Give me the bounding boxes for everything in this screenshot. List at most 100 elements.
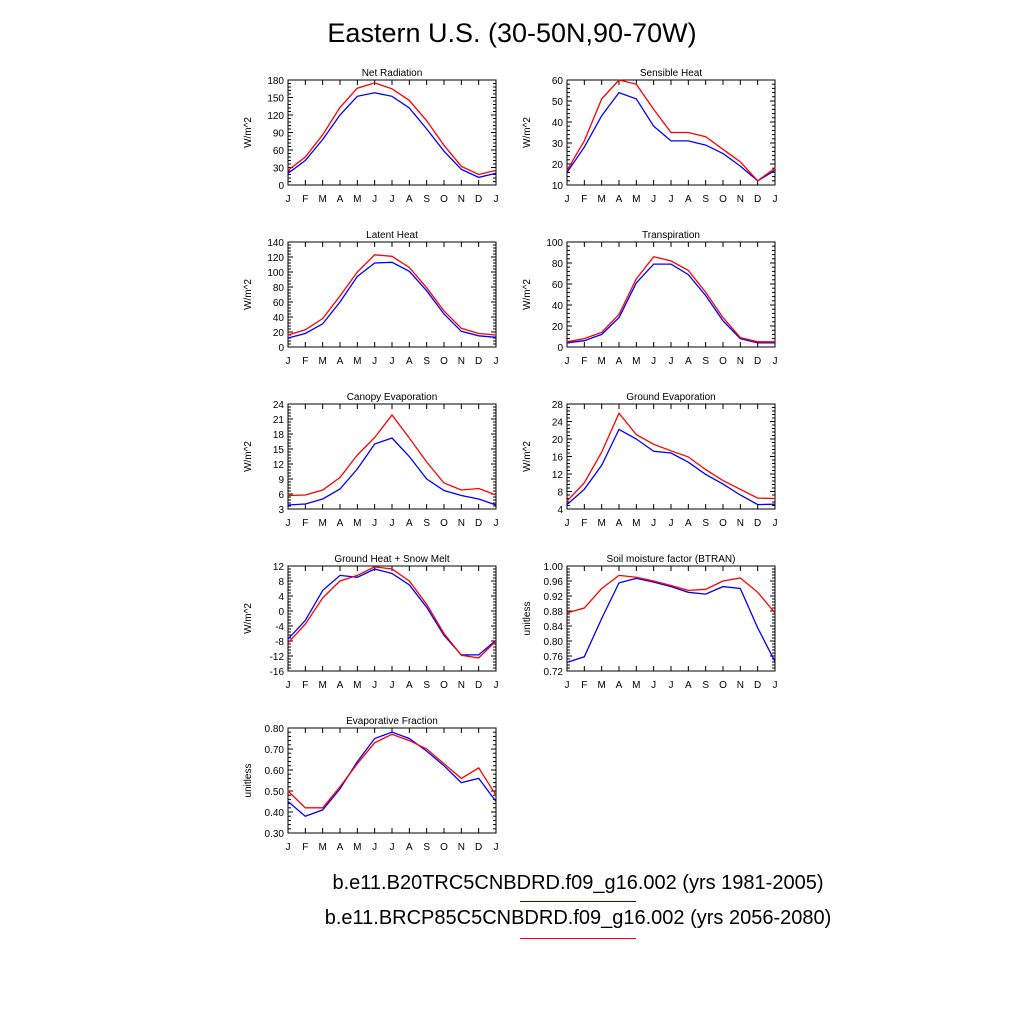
x-tick-label: J: [494, 680, 499, 691]
x-tick-label: N: [737, 518, 744, 529]
x-tick-label: J: [286, 194, 291, 205]
y-tick-label: 20: [273, 328, 285, 339]
y-tick-label: 9: [278, 475, 284, 486]
x-tick-label: D: [754, 194, 761, 205]
y-axis-label: W/m^2: [243, 117, 254, 148]
y-tick-label: 80: [552, 259, 564, 270]
y-tick-label: 20: [552, 435, 564, 446]
y-tick-label: 80: [273, 283, 285, 294]
y-tick-label: 180: [267, 76, 284, 87]
x-tick-label: J: [372, 518, 377, 529]
x-tick-label: S: [423, 842, 430, 853]
panel-title: Transpiration: [642, 230, 700, 241]
x-tick-label: A: [406, 518, 413, 529]
x-tick-label: A: [406, 356, 413, 367]
x-tick-label: J: [372, 356, 377, 367]
x-tick-label: F: [302, 518, 308, 529]
series-line-red: [566, 574, 776, 614]
plot-frame: [287, 241, 497, 348]
x-tick-label: N: [458, 356, 465, 367]
x-tick-label: J: [494, 356, 499, 367]
y-tick-label: 60: [273, 146, 285, 157]
x-tick-label: A: [337, 518, 344, 529]
x-tick-label: N: [458, 194, 465, 205]
series-line-blue: [566, 91, 776, 182]
x-tick-label: M: [318, 680, 326, 691]
y-tick-label: 10: [552, 181, 564, 192]
y-tick-label: 4: [278, 592, 284, 603]
x-tick-label: F: [302, 194, 308, 205]
x-tick-label: J: [372, 842, 377, 853]
series-line-blue: [566, 577, 776, 664]
x-tick-label: J: [773, 680, 778, 691]
series-line-red: [287, 733, 497, 809]
x-tick-label: M: [318, 356, 326, 367]
y-tick-label: 0.50: [265, 787, 285, 798]
x-tick-label: J: [286, 680, 291, 691]
x-tick-label: N: [458, 518, 465, 529]
y-tick-label: 16: [552, 453, 564, 464]
x-tick-label: J: [651, 356, 656, 367]
x-tick-label: A: [685, 194, 692, 205]
x-tick-label: O: [440, 356, 448, 367]
series-line-blue: [287, 261, 497, 339]
x-tick-label: A: [685, 680, 692, 691]
y-tick-label: 0.84: [544, 622, 564, 633]
x-tick-label: J: [286, 518, 291, 529]
x-tick-label: J: [565, 356, 570, 367]
y-tick-label: 28: [552, 400, 564, 411]
plot-frame: [566, 403, 776, 510]
x-tick-label: O: [719, 680, 727, 691]
x-tick-label: F: [302, 680, 308, 691]
y-tick-label: 0.80: [265, 724, 285, 735]
y-tick-label: 60: [552, 76, 564, 87]
y-tick-label: 8: [557, 488, 563, 499]
x-tick-label: J: [773, 194, 778, 205]
y-tick-label: 0: [278, 607, 284, 618]
series-line-blue: [566, 263, 775, 344]
y-tick-label: 15: [273, 445, 285, 456]
x-tick-label: J: [390, 356, 395, 367]
y-axis-label: unitless: [243, 764, 254, 798]
x-tick-label: M: [318, 842, 326, 853]
x-tick-label: S: [423, 356, 430, 367]
x-tick-label: S: [423, 680, 430, 691]
y-tick-label: 0: [557, 343, 563, 354]
y-tick-label: 8: [278, 577, 284, 588]
x-tick-label: F: [581, 518, 587, 529]
y-axis-label: W/m^2: [243, 603, 254, 634]
plot-frame: [287, 727, 497, 834]
y-tick-label: 40: [273, 313, 285, 324]
y-axis-label: W/m^2: [522, 117, 533, 148]
x-tick-label: S: [423, 194, 430, 205]
y-tick-label: 0: [278, 343, 284, 354]
x-tick-label: A: [616, 194, 623, 205]
x-tick-label: J: [565, 518, 570, 529]
x-tick-label: J: [669, 680, 674, 691]
x-tick-label: O: [719, 194, 727, 205]
x-tick-label: M: [597, 680, 605, 691]
x-tick-label: J: [669, 518, 674, 529]
y-tick-label: 0.88: [544, 607, 564, 618]
x-tick-label: J: [390, 194, 395, 205]
x-tick-label: M: [353, 194, 361, 205]
x-tick-label: O: [440, 518, 448, 529]
x-tick-label: J: [773, 518, 778, 529]
series-line-blue: [287, 437, 497, 506]
x-tick-label: M: [318, 194, 326, 205]
series-line-red: [566, 255, 775, 343]
x-tick-label: D: [754, 518, 761, 529]
x-tick-label: J: [651, 194, 656, 205]
figure-title: Eastern U.S. (30-50N,90-70W): [327, 18, 697, 48]
x-tick-label: O: [440, 194, 448, 205]
series-line-red: [287, 566, 497, 659]
y-tick-label: -12: [270, 652, 285, 663]
panel-title: Ground Heat + Snow Melt: [334, 554, 450, 565]
y-tick-label: 1.00: [544, 562, 564, 573]
x-tick-label: O: [440, 842, 448, 853]
x-tick-label: A: [406, 194, 413, 205]
